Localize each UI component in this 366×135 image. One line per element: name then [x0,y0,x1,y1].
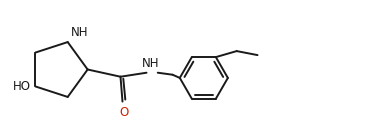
Text: NH: NH [142,57,159,70]
Text: NH: NH [71,26,89,39]
Text: O: O [119,106,129,119]
Text: HO: HO [13,80,31,93]
